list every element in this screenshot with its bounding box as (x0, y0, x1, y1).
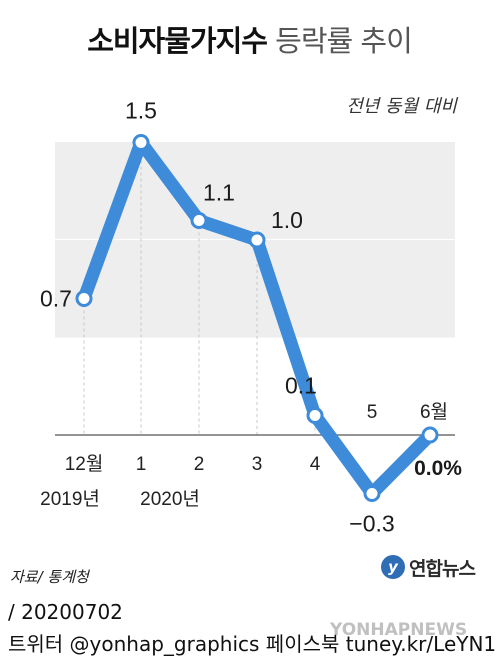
data-point (132, 134, 150, 151)
data-label: 1.1 (203, 180, 235, 206)
year-label: 2020년 (140, 488, 200, 510)
tick-label: 12월 (65, 453, 104, 475)
title-light: 등락률 추이 (275, 24, 413, 58)
chart-title: 소비자물가지수 등락률 추이 (0, 18, 499, 60)
data-point (75, 290, 93, 307)
data-label: 0.1 (285, 373, 317, 399)
date-line: / 20200702 (8, 600, 123, 624)
data-point (306, 407, 324, 424)
grid-band (55, 240, 455, 338)
year-label: 2019년 (40, 488, 100, 510)
yonhap-logo-text: 연합뉴스 (409, 558, 476, 580)
data-point (248, 231, 266, 249)
source-note: 자료/ 통계청 (10, 568, 89, 586)
chart-subtitle: 전년 동월 대비 (346, 96, 457, 117)
sns-line: 트위터 @yonhap_graphics 페이스북 tuney.kr/LeYN1 (8, 632, 497, 656)
watermark: YONHAPNEWS (330, 620, 468, 640)
tick-label: 4 (310, 454, 321, 475)
title-bold: 소비자물가지수 (87, 24, 268, 58)
data-label: 1.0 (271, 207, 303, 233)
data-label: 0.7 (40, 286, 72, 312)
data-label: −0.3 (349, 511, 394, 537)
yonhap-logo-icon: y (381, 555, 405, 579)
data-label: 1.5 (125, 98, 157, 124)
data-point (363, 485, 381, 502)
tick-label: 2 (194, 454, 205, 475)
data-point (190, 212, 208, 229)
tick-label: 1 (136, 454, 147, 475)
tick-label: 5 (367, 402, 378, 423)
tick-label: 3 (252, 454, 263, 475)
data-point (421, 426, 439, 444)
tick-label: 6월 (420, 401, 448, 423)
data-label: 0.0% (414, 457, 462, 480)
